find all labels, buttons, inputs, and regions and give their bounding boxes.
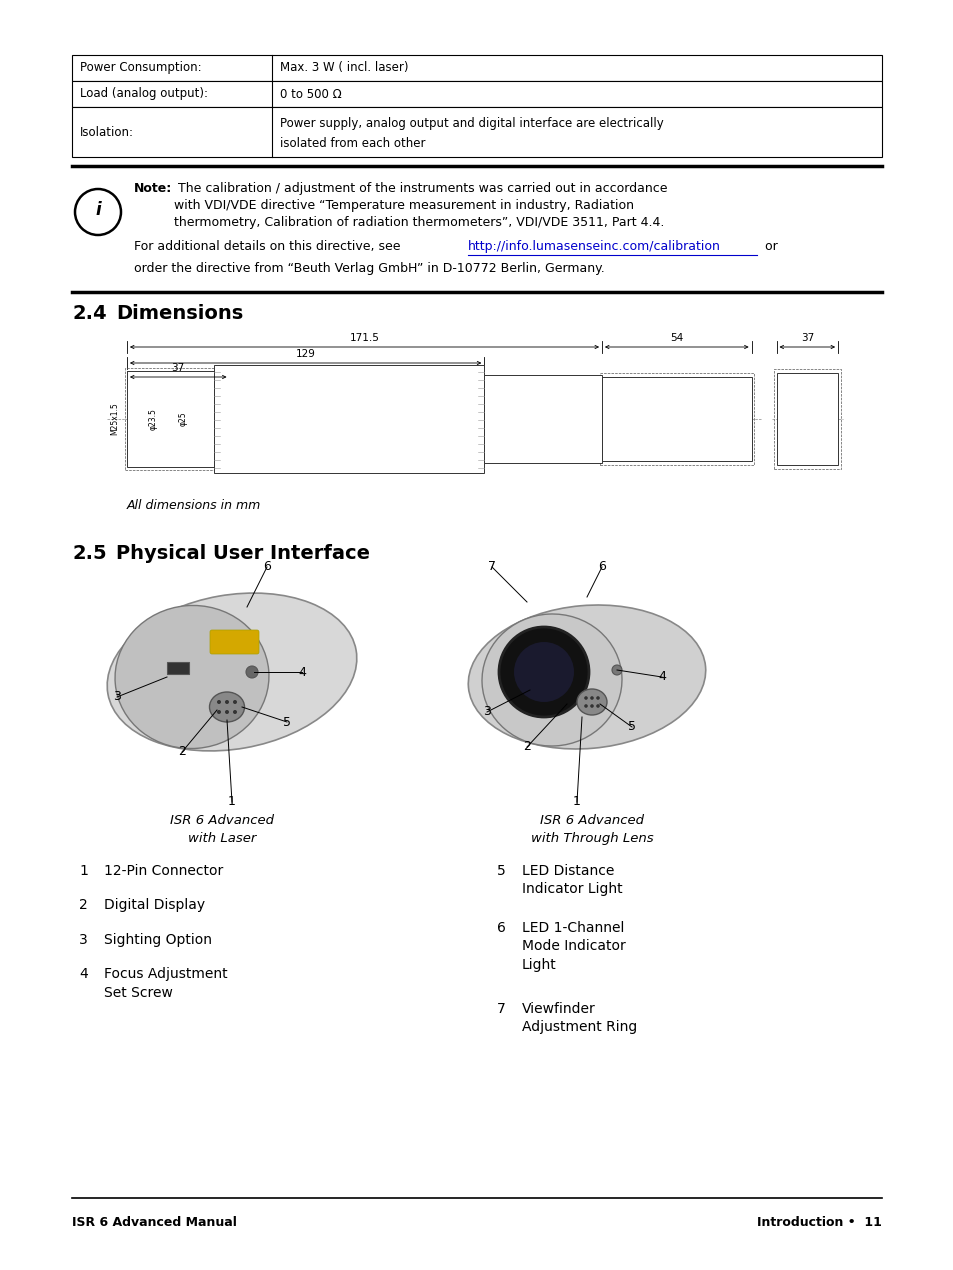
Circle shape (583, 704, 587, 707)
Text: All dimensions in mm: All dimensions in mm (127, 499, 261, 512)
Bar (601, 377, 751, 461)
Ellipse shape (107, 593, 356, 751)
Text: 0 to 500 Ω: 0 to 500 Ω (280, 88, 341, 100)
Text: φ23.5: φ23.5 (149, 408, 157, 431)
Circle shape (233, 700, 236, 704)
Circle shape (246, 665, 257, 678)
Circle shape (583, 696, 587, 700)
Bar (776, 373, 837, 465)
Circle shape (216, 700, 221, 704)
Bar (71, 107, 882, 157)
Text: 3: 3 (113, 691, 121, 704)
Bar (773, 370, 841, 469)
Text: Isolation:: Isolation: (80, 126, 133, 138)
Text: 37: 37 (800, 333, 813, 343)
Text: 2: 2 (79, 898, 88, 913)
Text: 129: 129 (295, 349, 315, 359)
Text: 1: 1 (228, 795, 235, 809)
Text: Power supply, analog output and digital interface are electrically: Power supply, analog output and digital … (280, 117, 663, 130)
Bar (213, 364, 484, 472)
Text: 37: 37 (172, 363, 185, 373)
Text: 12-Pin Connector: 12-Pin Connector (104, 864, 223, 878)
Text: 4: 4 (658, 671, 665, 683)
Text: Sighting Option: Sighting Option (104, 933, 212, 947)
Text: 3: 3 (79, 933, 88, 947)
Ellipse shape (210, 692, 244, 723)
Text: φ25: φ25 (179, 411, 188, 427)
Text: isolated from each other: isolated from each other (280, 137, 425, 150)
Text: 2: 2 (178, 745, 186, 758)
Text: 7: 7 (497, 1002, 505, 1016)
Text: 2.5: 2.5 (71, 544, 107, 563)
Text: Power Consumption:: Power Consumption: (80, 61, 201, 75)
Text: Digital Display: Digital Display (104, 898, 205, 913)
Circle shape (498, 627, 588, 718)
Bar (167, 662, 189, 674)
Circle shape (596, 704, 599, 707)
Text: Physical User Interface: Physical User Interface (116, 544, 370, 563)
Circle shape (216, 710, 221, 714)
Bar (127, 371, 213, 467)
Text: Load (analog output):: Load (analog output): (80, 88, 208, 100)
Circle shape (233, 710, 236, 714)
Text: LED Distance
Indicator Light: LED Distance Indicator Light (521, 864, 622, 897)
Text: Viewfinder
Adjustment Ring: Viewfinder Adjustment Ring (521, 1002, 637, 1034)
Text: ISR 6 Advanced Manual: ISR 6 Advanced Manual (71, 1215, 236, 1229)
Text: 1: 1 (573, 795, 580, 809)
Text: or: or (757, 240, 778, 253)
Text: For additional details on this directive, see: For additional details on this directive… (133, 240, 404, 253)
Circle shape (225, 710, 229, 714)
Text: 3: 3 (482, 706, 491, 719)
Text: 2: 2 (522, 740, 531, 753)
Bar (71, 81, 882, 107)
Ellipse shape (115, 606, 269, 748)
Text: Dimensions: Dimensions (116, 304, 243, 323)
Text: Focus Adjustment
Set Screw: Focus Adjustment Set Screw (104, 968, 228, 999)
Text: http://info.lumasenseinc.com/calibration: http://info.lumasenseinc.com/calibration (467, 240, 720, 253)
Text: 6: 6 (497, 921, 505, 935)
Text: Introduction •  11: Introduction • 11 (757, 1215, 882, 1229)
Circle shape (590, 696, 593, 700)
Text: 4: 4 (79, 968, 88, 982)
Text: Note:: Note: (133, 182, 172, 196)
Text: The calibration / adjustment of the instruments was carried out in accordance
wi: The calibration / adjustment of the inst… (173, 182, 667, 229)
Text: 6: 6 (598, 560, 605, 574)
Text: 5: 5 (283, 715, 291, 729)
Text: ISR 6 Advanced
with Laser: ISR 6 Advanced with Laser (170, 814, 274, 845)
Circle shape (596, 696, 599, 700)
Ellipse shape (577, 690, 606, 715)
Text: 5: 5 (627, 720, 636, 734)
Text: 1: 1 (79, 864, 88, 878)
Text: 6: 6 (263, 560, 271, 574)
Ellipse shape (468, 605, 705, 749)
Text: 54: 54 (669, 333, 682, 343)
Text: M25x1.5: M25x1.5 (110, 403, 119, 436)
Text: Max. 3 W ( incl. laser): Max. 3 W ( incl. laser) (280, 61, 408, 75)
Text: order the directive from “Beuth Verlag GmbH” in D-10772 Berlin, Germany.: order the directive from “Beuth Verlag G… (133, 262, 604, 276)
Text: 7: 7 (488, 560, 496, 574)
Circle shape (612, 665, 621, 674)
Text: 2.4: 2.4 (71, 304, 107, 323)
Text: 4: 4 (297, 665, 306, 678)
Bar (71, 55, 882, 81)
Circle shape (75, 189, 121, 235)
Circle shape (225, 700, 229, 704)
FancyBboxPatch shape (210, 630, 258, 654)
Text: 5: 5 (497, 864, 505, 878)
Circle shape (590, 704, 593, 707)
Text: 171.5: 171.5 (349, 333, 379, 343)
Text: i: i (95, 201, 101, 218)
Ellipse shape (481, 613, 621, 745)
Text: ISR 6 Advanced
with Through Lens: ISR 6 Advanced with Through Lens (530, 814, 653, 845)
Bar (599, 373, 753, 465)
Circle shape (514, 643, 574, 702)
Bar (484, 375, 601, 464)
Bar (125, 368, 216, 470)
Text: LED 1-Channel
Mode Indicator
Light: LED 1-Channel Mode Indicator Light (521, 921, 625, 972)
